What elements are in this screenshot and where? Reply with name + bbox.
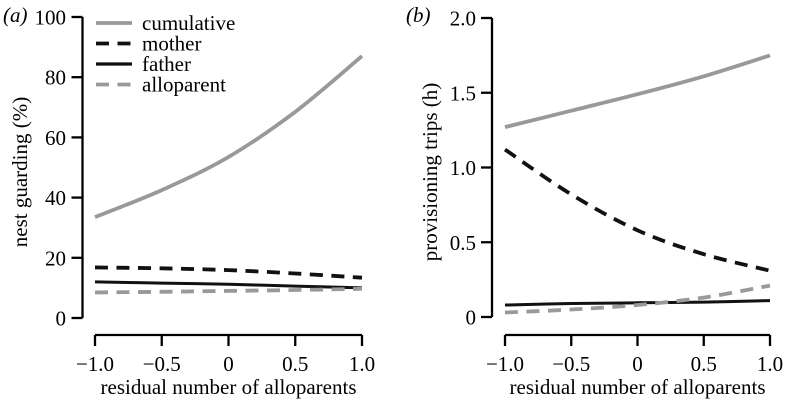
panel-label: (b) — [406, 3, 431, 27]
x-axis-title: residual number of alloparents — [510, 375, 766, 399]
y-tick-label: 100 — [35, 6, 67, 30]
x-tick-label: 0.5 — [282, 352, 308, 376]
x-tick-label: 1.0 — [757, 352, 783, 376]
series-line-cumulative — [504, 53, 771, 129]
y-axis-title: nest guarding (%) — [8, 97, 32, 247]
y-tick-label: 20 — [45, 246, 66, 270]
y-tick-label: 1.5 — [450, 81, 476, 105]
panel-label: (a) — [3, 3, 28, 27]
y-tick-label: 80 — [45, 66, 66, 90]
x-tick-label: 0.5 — [691, 352, 717, 376]
legend-label-cumulative: cumulative — [142, 11, 235, 35]
x-tick-label: 0 — [223, 352, 234, 376]
y-tick-label: 0.5 — [450, 231, 476, 255]
y-axis-title: provisioning trips (h) — [418, 83, 442, 262]
y-tick-label: 60 — [45, 126, 66, 150]
series-line-alloparent — [504, 283, 771, 315]
series-line-father — [94, 280, 363, 290]
series-line-cumulative — [94, 54, 364, 219]
x-tick-label: −1.0 — [76, 352, 114, 376]
y-tick-label: 2.0 — [450, 7, 476, 31]
series-line-alloparent — [94, 286, 363, 295]
series-line-father — [504, 299, 771, 307]
legend-label-mother: mother — [142, 32, 201, 56]
x-tick-label: −1.0 — [486, 352, 524, 376]
series-line-mother — [503, 147, 771, 273]
x-tick-label: 0 — [632, 352, 643, 376]
x-tick-label: −0.5 — [552, 352, 590, 376]
x-tick-label: 1.0 — [349, 352, 375, 376]
series-line-mother — [94, 265, 363, 280]
y-tick-label: 1.0 — [450, 156, 476, 180]
legend-label-alloparent: alloparent — [142, 73, 226, 97]
x-tick-label: −0.5 — [143, 352, 181, 376]
y-tick-label: 0 — [56, 307, 67, 331]
x-axis-title: residual number of alloparents — [101, 375, 357, 399]
y-tick-label: 40 — [45, 186, 66, 210]
y-tick-label: 0 — [466, 306, 477, 330]
legend-label-father: father — [142, 52, 191, 76]
